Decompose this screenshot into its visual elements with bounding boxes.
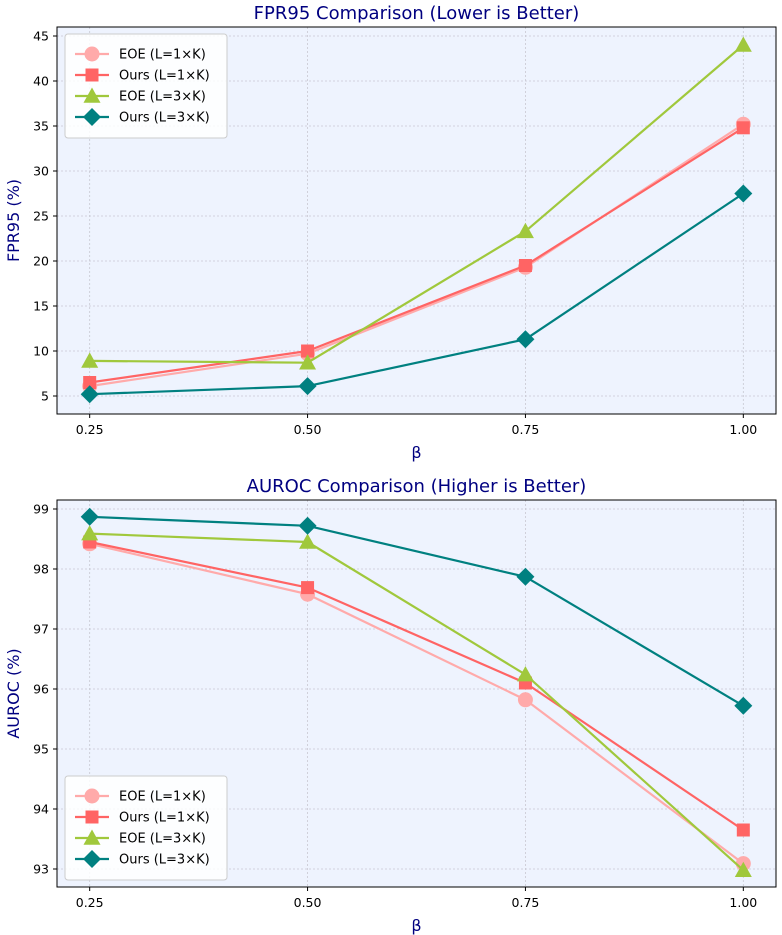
- axes-frame: [56, 26, 777, 415]
- legend-box: [64, 33, 228, 139]
- y-tick-label: 30: [33, 164, 49, 179]
- data-point: [299, 533, 317, 549]
- x-tick-label: 0.75: [512, 895, 540, 910]
- data-point: [81, 525, 99, 541]
- x-axis-label: β: [411, 916, 421, 935]
- legend-marker: [84, 788, 100, 804]
- data-point: [734, 696, 753, 715]
- legend-item: Ours (L=3×K): [75, 108, 210, 126]
- legend-label: Ours (L=1×K): [119, 69, 210, 84]
- x-tick-label: 0.50: [294, 895, 322, 910]
- data-point: [80, 507, 99, 526]
- legend-item: Ours (L=1×K): [75, 810, 210, 826]
- data-point: [516, 222, 534, 239]
- series-line: [89, 126, 744, 384]
- y-tick-label: 40: [33, 74, 49, 89]
- y-tick-label: 10: [33, 344, 49, 359]
- series-eoe-l-3-k: [81, 525, 752, 877]
- series-eoe-l-1-k: [82, 536, 751, 872]
- legend-label: EOE (L=3×K): [119, 832, 206, 847]
- data-point: [518, 259, 532, 272]
- data-point: [298, 516, 317, 535]
- x-tick-label: 0.25: [76, 422, 104, 437]
- data-point: [734, 861, 752, 877]
- fpr95-chart: 5 10 15 20 25 30 35 40 45 0.25 0.50 0.75 1.00 FPR95 C…: [4, 3, 777, 462]
- series-line: [89, 540, 744, 831]
- y-tick-label: 5: [41, 389, 49, 404]
- data-point: [516, 330, 535, 349]
- chart-title: AUROC Comparison (Higher is Better): [247, 476, 587, 497]
- y-tick-label: 98: [33, 562, 49, 577]
- y-tick-label: 93: [33, 862, 49, 877]
- y-tick-label: 20: [33, 254, 49, 269]
- series-line: [89, 44, 745, 364]
- x-tick-label: 0.25: [76, 895, 104, 910]
- data-point: [301, 344, 315, 358]
- legend-box: [64, 775, 228, 881]
- data-point: [81, 352, 99, 368]
- series-ours-l-3-k: [80, 507, 753, 715]
- y-axis-label: AUROC (%): [4, 648, 23, 738]
- legend: EOE (L=1×K) Ours (L=1×K) EOE (L=3×K) Ours (…: [64, 775, 228, 881]
- y-tick-label: 25: [33, 209, 49, 224]
- y-tick-label: 95: [33, 742, 49, 757]
- legend-label: Ours (L=3×K): [119, 853, 210, 868]
- legend-label: Ours (L=3×K): [119, 111, 210, 126]
- series-line: [89, 542, 744, 865]
- data-point: [734, 36, 752, 52]
- y-tick-label: 94: [33, 802, 49, 817]
- y-tick-label: 15: [33, 299, 49, 314]
- legend-item: EOE (L=1×K): [75, 788, 206, 805]
- data-point: [298, 377, 317, 396]
- y-tick-label: 35: [33, 119, 49, 134]
- data-point: [83, 376, 97, 389]
- legend-marker: [85, 68, 99, 82]
- legend-marker: [83, 850, 101, 868]
- x-tick-label: 1.00: [729, 422, 757, 437]
- series-ours-l-3-k: [80, 184, 753, 404]
- legend-marker: [84, 46, 100, 62]
- data-point: [517, 692, 533, 708]
- x-tick-label: 0.50: [294, 422, 322, 437]
- series-eoe-l-3-k: [81, 36, 752, 370]
- y-tick-label: 97: [33, 622, 49, 637]
- x-axis-label: β: [411, 443, 421, 462]
- legend-marker: [85, 810, 99, 824]
- legend-item: EOE (L=1×K): [75, 46, 206, 63]
- legend-marker: [83, 108, 101, 126]
- data-point: [80, 385, 99, 404]
- legend-label: EOE (L=1×K): [119, 790, 206, 805]
- series-ours-l-1-k: [83, 121, 750, 389]
- series-line: [89, 532, 745, 872]
- data-point: [301, 581, 315, 595]
- data-point: [736, 823, 750, 837]
- legend: EOE (L=1×K) Ours (L=1×K) EOE (L=3×K) Ours (…: [64, 33, 228, 139]
- series-line: [89, 192, 744, 396]
- legend-marker: [83, 829, 101, 845]
- chart-title: FPR95 Comparison (Lower is Better): [254, 3, 580, 24]
- legend-label: EOE (L=3×K): [119, 90, 206, 105]
- y-tick-label: 99: [33, 502, 49, 517]
- data-point: [734, 184, 753, 203]
- x-tick-label: 0.75: [512, 422, 540, 437]
- y-tick-label: 45: [33, 29, 49, 44]
- axes-frame: [56, 499, 777, 888]
- legend-item: Ours (L=3×K): [75, 850, 210, 868]
- legend-label: Ours (L=1×K): [119, 811, 210, 826]
- y-axis-label: FPR95 (%): [4, 179, 23, 262]
- data-point: [736, 121, 750, 135]
- auroc-chart: 93 94 95 96 97 98 99 0.25 0.50 0.75 1.00 AUROC Comp…: [4, 476, 777, 935]
- data-point: [299, 354, 317, 370]
- data-point: [516, 666, 534, 682]
- data-point: [516, 567, 535, 586]
- legend-item: EOE (L=3×K): [75, 829, 206, 847]
- x-tick-label: 1.00: [729, 895, 757, 910]
- legend-label: EOE (L=1×K): [119, 48, 206, 63]
- legend-marker: [83, 87, 101, 103]
- series-line: [89, 515, 744, 707]
- y-tick-label: 96: [33, 682, 49, 697]
- legend-item: Ours (L=1×K): [75, 68, 210, 84]
- legend-item: EOE (L=3×K): [75, 87, 206, 105]
